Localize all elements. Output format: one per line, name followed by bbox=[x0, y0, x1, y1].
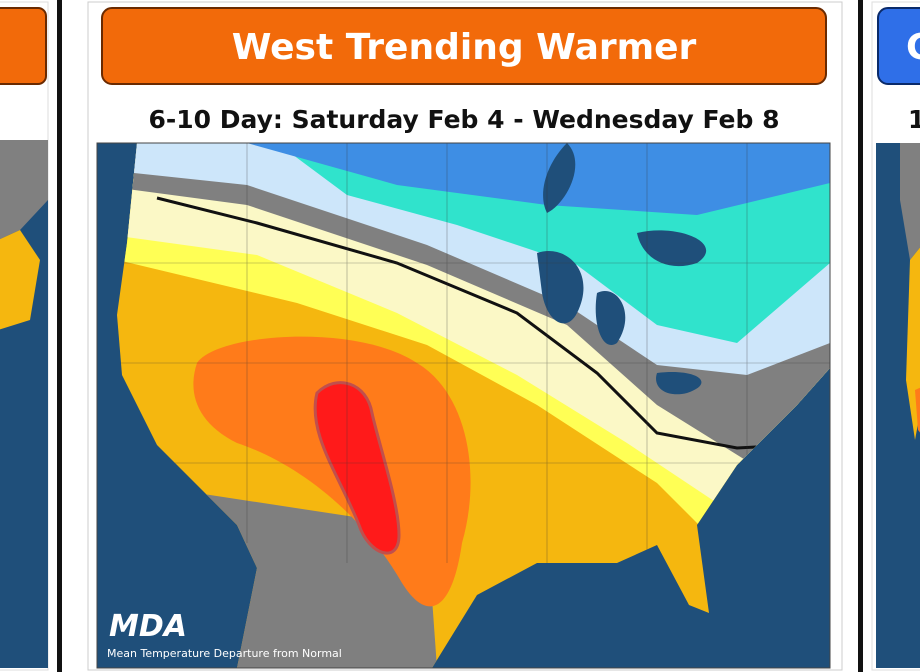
normal-line bbox=[156, 196, 830, 450]
panel-header bbox=[877, 7, 920, 85]
lakes bbox=[537, 143, 707, 395]
panel-header bbox=[101, 7, 827, 85]
map-region bbox=[0, 230, 40, 330]
map-frame bbox=[96, 142, 831, 669]
band-orange bbox=[193, 336, 471, 607]
panel-subtitle: 1 bbox=[908, 105, 920, 134]
map: MDA Mean Temperature Departure from Norm… bbox=[97, 143, 830, 668]
logo: MDA bbox=[109, 609, 187, 644]
panel-header bbox=[0, 7, 47, 85]
map-region bbox=[0, 140, 48, 240]
divider bbox=[858, 0, 863, 672]
right-panel: C 1 bbox=[871, 1, 920, 671]
left-panel bbox=[0, 1, 49, 671]
band-blue bbox=[247, 143, 830, 215]
divider bbox=[57, 0, 62, 672]
state-borders bbox=[117, 143, 830, 563]
map-region bbox=[900, 143, 920, 260]
caption: Mean Temperature Departure from Normal bbox=[107, 647, 342, 660]
panel-title: C bbox=[906, 27, 920, 68]
panel-subtitle: 6-10 Day: Saturday Feb 4 - Wednesday Feb… bbox=[148, 105, 779, 134]
band-red bbox=[313, 381, 401, 555]
panel-title: West Trending Warmer bbox=[232, 27, 697, 68]
center-panel: West Trending Warmer 6-10 Day: Saturday … bbox=[87, 1, 843, 671]
map-region bbox=[915, 387, 920, 433]
